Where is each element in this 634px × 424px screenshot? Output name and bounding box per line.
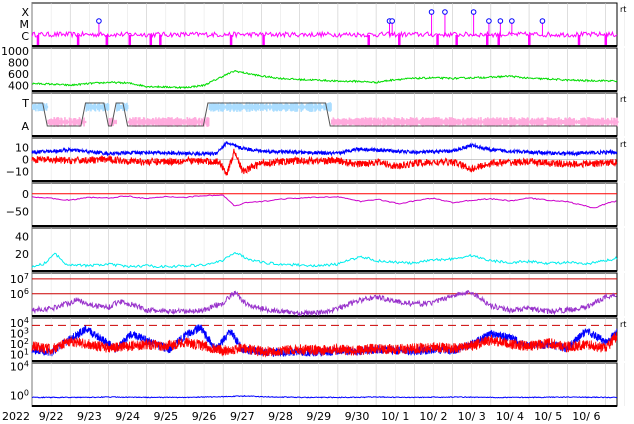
speed-tick-label: 400 xyxy=(8,79,29,92)
kp-tick-label: 20 xyxy=(15,248,29,261)
flare-event-marker xyxy=(486,18,492,24)
flare-burst-bar xyxy=(455,35,458,45)
sector-point xyxy=(617,120,619,124)
flare-event-marker xyxy=(442,9,448,15)
dst-tick-label: 0 xyxy=(22,188,29,201)
flare-burst-bar xyxy=(128,35,131,45)
x-axis-tick-label: 9/28 xyxy=(268,410,293,423)
electron-series-line xyxy=(31,289,617,317)
sector-point xyxy=(207,117,210,127)
panel-frame-xray xyxy=(31,362,618,407)
proton-series-line xyxy=(31,332,618,358)
flare-trace xyxy=(31,30,618,39)
flare-event-marker xyxy=(470,9,477,15)
panel-corner-mark: rt xyxy=(620,320,626,329)
imf-tick-label: −10 xyxy=(6,165,29,178)
flare-class-label-x: X xyxy=(21,6,29,19)
flare-burst-bar xyxy=(105,35,109,45)
panel-frame-speed xyxy=(31,47,618,92)
imf-series-line xyxy=(31,141,618,158)
xray-tick-label: 104 xyxy=(10,360,29,374)
x-axis-tick-label: 10/ 2 xyxy=(419,410,447,423)
flare-burst-bar xyxy=(149,35,153,45)
x-axis-year-label: 2022 xyxy=(2,410,30,423)
flare-burst-bar xyxy=(604,35,608,45)
x-axis-tick-label: 9/23 xyxy=(77,410,102,423)
sector-point xyxy=(330,103,332,111)
sector-point xyxy=(126,104,129,110)
flare-burst-bar xyxy=(577,35,581,45)
proton-tick-label: 104 xyxy=(10,316,29,330)
sector-point xyxy=(84,120,87,124)
xray-tick-label: 100 xyxy=(10,388,29,402)
x-axis-tick-label: 9/27 xyxy=(230,410,255,423)
flare-burst-bar xyxy=(528,35,531,45)
x-axis-tick-label: 9/26 xyxy=(192,410,217,423)
flare-event-marker xyxy=(497,18,504,24)
x-axis-tick-label: 10/ 4 xyxy=(496,410,524,423)
sector-polarity-line xyxy=(32,102,617,127)
kp-tick-label: 40 xyxy=(15,231,29,244)
sector-label-toward: T xyxy=(21,97,29,110)
panel-corner-mark: rt xyxy=(620,5,626,14)
flare-event-marker xyxy=(389,18,395,24)
x-axis-tick-label: 9/25 xyxy=(153,410,178,423)
x-axis-tick-label: 10/ 6 xyxy=(572,410,600,423)
imf-tick-label: 10 xyxy=(15,142,29,155)
flare-burst-bar xyxy=(436,35,439,45)
panel-corner-mark: rt xyxy=(620,95,626,104)
flare-burst-bar xyxy=(76,35,80,45)
proton-tick-label: 103 xyxy=(10,327,29,341)
flare-class-label-m: M xyxy=(20,18,30,31)
imf-series-line xyxy=(31,148,618,176)
flare-burst-bar xyxy=(367,35,370,45)
x-axis-tick-label: 9/29 xyxy=(306,410,331,423)
flare-class-label-c: C xyxy=(21,30,29,43)
proton-tick-label: 101 xyxy=(10,348,29,362)
sector-point xyxy=(107,103,110,111)
kp-series-line xyxy=(31,251,618,269)
x-axis-tick-label: 10/ 5 xyxy=(534,410,562,423)
xray-series-line xyxy=(31,394,618,399)
proton-tick-label: 102 xyxy=(10,337,29,351)
flare-event-marker xyxy=(509,18,515,24)
dst-tick-label: −50 xyxy=(6,206,29,219)
speed-series-line xyxy=(31,70,618,90)
flare-event-marker xyxy=(428,9,435,15)
flare-burst-bar xyxy=(497,35,500,45)
sector-point xyxy=(46,105,49,109)
electron-tick-label: 107 xyxy=(10,272,29,286)
speed-tick-label: 600 xyxy=(8,68,29,81)
sector-label-away: A xyxy=(21,120,29,133)
flare-burst-bar xyxy=(36,35,40,45)
flare-event-marker xyxy=(96,18,102,24)
speed-tick-label: 1000 xyxy=(1,45,29,58)
x-axis-tick-label: 10/ 3 xyxy=(458,410,486,423)
sector-point xyxy=(115,119,117,125)
x-axis-tick-label: 9/24 xyxy=(115,410,140,423)
flare-event-marker xyxy=(539,18,546,24)
flare-burst-bar xyxy=(262,35,265,45)
imf-tick-label: 0 xyxy=(22,154,29,167)
dst-series-line xyxy=(31,194,617,209)
flare-burst-bar xyxy=(229,35,233,45)
x-axis-tick-label: 10/ 1 xyxy=(381,410,409,423)
x-axis-tick-label: 9/22 xyxy=(39,410,64,423)
speed-tick-label: 800 xyxy=(8,56,29,69)
electron-tick-label: 106 xyxy=(10,287,29,301)
x-axis-tick-label: 9/30 xyxy=(345,410,370,423)
flare-burst-bar xyxy=(486,35,489,45)
flare-burst-bar xyxy=(159,35,162,45)
flare-burst-bar xyxy=(398,35,401,45)
panel-corner-mark: rt xyxy=(620,140,626,149)
